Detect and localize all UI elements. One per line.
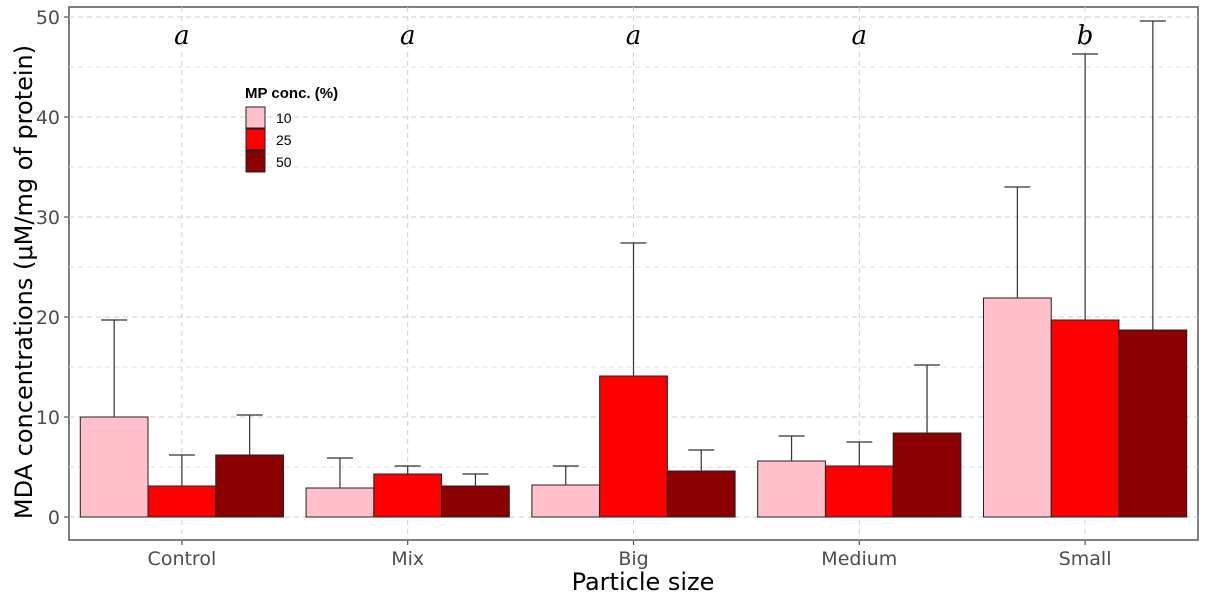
x-tick-label: Big (618, 548, 648, 570)
y-tick-label: 0 (48, 507, 60, 529)
bar-medium-50 (892, 432, 962, 518)
legend-label-10: 10 (276, 110, 292, 126)
x-axis: Control Mix Big Medium Small (148, 540, 1112, 570)
bar-control-50 (215, 454, 285, 518)
bar-medium-10 (757, 460, 826, 518)
significance-letter: a (626, 21, 642, 51)
significance-letter: b (1077, 21, 1094, 51)
y-tick-label: 30 (36, 207, 60, 229)
legend-swatch-50 (245, 150, 266, 173)
bar-control-10 (79, 416, 149, 518)
x-tick-label: Mix (391, 548, 424, 570)
bar-mix-50 (441, 485, 510, 518)
y-axis-title: MDA concentrations (μM/mg of protein) (10, 45, 38, 519)
bar-big-25 (599, 375, 668, 518)
bar-small-25 (1050, 319, 1120, 518)
x-tick-label: Medium (821, 548, 897, 570)
y-tick-label: 40 (36, 107, 60, 129)
bars-layer (79, 297, 1188, 518)
significance-letter: a (852, 21, 868, 51)
bar-small-10 (982, 297, 1052, 518)
legend-swatch-10 (245, 106, 266, 129)
bar-mix-10 (305, 487, 375, 518)
significance-letter: a (400, 21, 416, 51)
bar-big-50 (666, 470, 736, 518)
x-tick-label: Small (1059, 548, 1112, 570)
error-bars-layer (101, 20, 1166, 488)
legend-swatch-25 (245, 128, 266, 151)
y-tick-label: 50 (36, 7, 60, 29)
bar-small-50 (1118, 329, 1188, 518)
significance-letter: a (174, 21, 190, 51)
legend-label-50: 50 (276, 154, 292, 170)
x-tick-label: Control (148, 548, 217, 570)
y-axis: 0 10 20 30 40 50 (36, 7, 69, 529)
legend-label-25: 25 (276, 132, 292, 148)
legend: MP conc. (%) 10 25 50 (245, 85, 338, 173)
bar-medium-25 (824, 465, 894, 518)
bar-big-10 (531, 484, 601, 518)
y-tick-label: 10 (36, 407, 60, 429)
bar-control-25 (147, 485, 217, 518)
x-axis-title: Particle size (572, 568, 715, 596)
bar-mix-25 (373, 473, 443, 518)
y-tick-label: 20 (36, 307, 60, 329)
legend-title: MP conc. (%) (245, 85, 338, 102)
